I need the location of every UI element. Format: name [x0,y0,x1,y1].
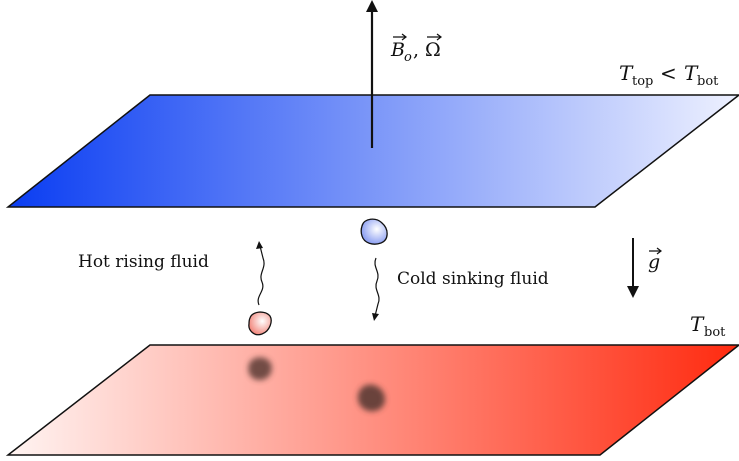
t-top-subscript: top [632,74,653,89]
cold-fluid-parcel [360,218,388,245]
t-bot-subscript: bot [704,325,726,340]
cold-sinking-wiggle-arrow [374,257,380,317]
less-than-sign: < [660,61,677,85]
hot-rising-wiggle-arrow [257,245,265,306]
hot-fluid-parcel [248,311,272,336]
shadow-blob-center [357,384,386,412]
top-cold-plate [5,94,739,208]
gravity-symbol: g [648,251,660,273]
field-separator: , [413,39,419,61]
field-b-symbol: B [390,39,405,61]
gravity-vector-accent [649,247,662,255]
omega-vector-accent [427,33,442,41]
t-bot-subscript-top: bot [697,74,719,89]
field-label: B o , Ω [390,33,442,65]
field-arrow-head [366,0,378,12]
t-bot-symbol: T [690,312,705,336]
top-temperature-label: T top < T bot [619,61,719,89]
gravity-arrow-head [627,286,639,298]
t-bot-symbol-top: T [684,61,699,85]
t-top-symbol: T [619,61,634,85]
shadow-blob-left [248,357,272,381]
cold-sinking-fluid-label: Cold sinking fluid [397,269,549,289]
field-omega-symbol: Ω [425,39,441,61]
bottom-temperature-label: T bot [690,312,726,340]
cold-sinking-arrow-head [372,313,379,321]
hot-rising-fluid-label: Hot rising fluid [78,252,209,272]
field-b-subscript: o [404,50,412,65]
hot-rising-arrow-head [256,241,263,249]
b-vector-accent [393,33,407,41]
